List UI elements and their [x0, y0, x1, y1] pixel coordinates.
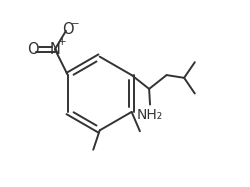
Text: O: O: [62, 22, 74, 37]
Text: −: −: [71, 19, 80, 29]
Text: O: O: [27, 42, 38, 57]
Text: NH₂: NH₂: [136, 108, 162, 122]
Text: N: N: [49, 42, 60, 57]
Text: +: +: [57, 37, 66, 47]
